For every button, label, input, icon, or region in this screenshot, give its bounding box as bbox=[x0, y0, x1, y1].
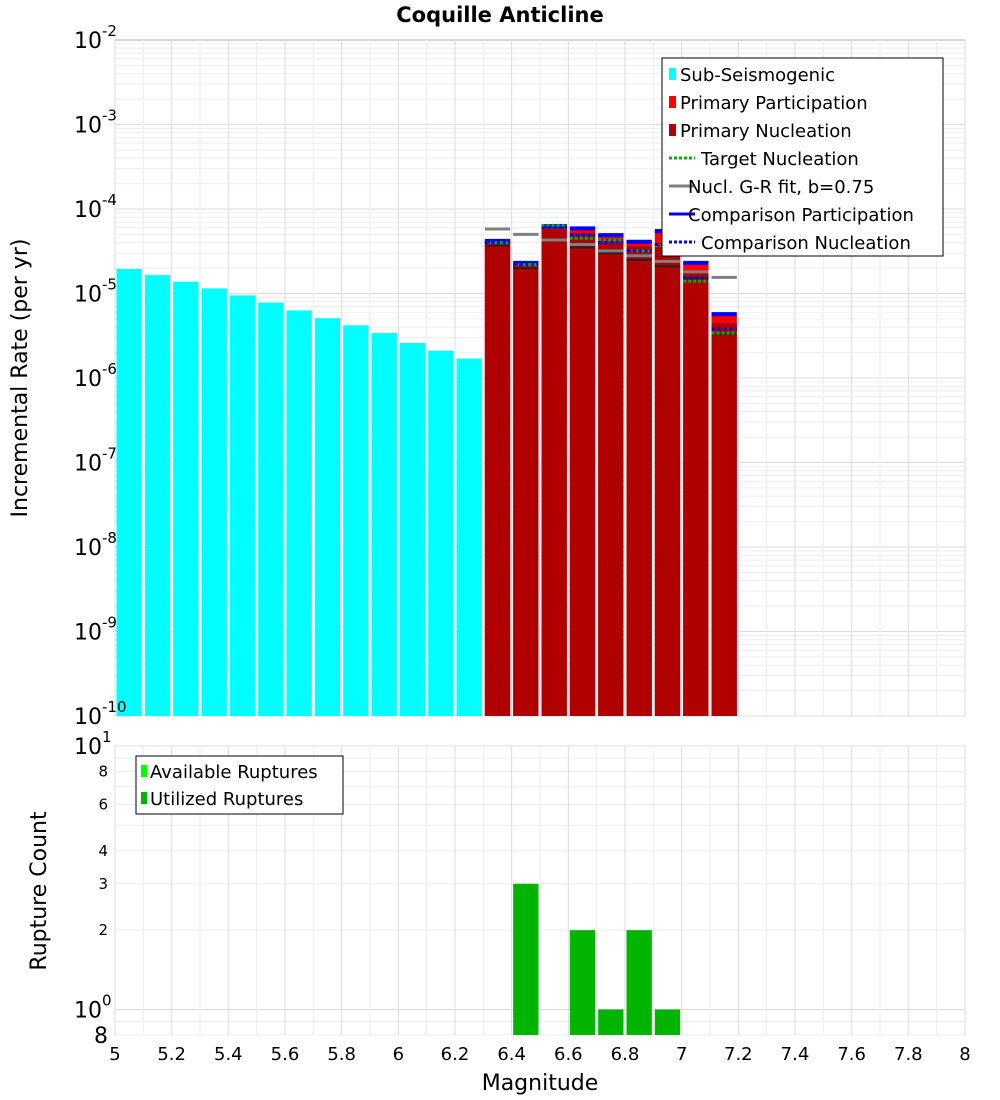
sub-seismogenic-bar bbox=[428, 350, 454, 716]
legend-label: Target Nucleation bbox=[700, 149, 859, 170]
y-tick-label: 10-2 bbox=[74, 22, 117, 54]
utilized-ruptures-bar bbox=[654, 1009, 681, 1035]
y-tick-label: 6 bbox=[98, 795, 108, 813]
legend-swatch bbox=[669, 68, 676, 80]
legend-swatch bbox=[141, 765, 147, 777]
legend-label: Comparison Nucleation bbox=[701, 233, 911, 254]
x-tick-label: 6.6 bbox=[554, 1044, 583, 1065]
top-y-axis-label: Incremental Rate (per yr) bbox=[8, 239, 33, 518]
legend-swatch bbox=[141, 792, 147, 804]
y-tick-label: 2 bbox=[98, 921, 108, 939]
x-tick-label: 6.4 bbox=[497, 1044, 526, 1065]
chart-title: Coquille Anticline bbox=[396, 3, 603, 27]
sub-seismogenic-bar bbox=[201, 288, 227, 716]
y-tick-label: 10-4 bbox=[74, 191, 117, 223]
legend-label: Primary Nucleation bbox=[680, 121, 852, 142]
x-tick-label: 7.4 bbox=[781, 1044, 810, 1065]
x-tick-labels: 5 5.2 5.4 5.6 5.8 6 6.2 6.4 6.6 6.8 7 7.2 7.4 7.6 7.8 8 bbox=[109, 1044, 970, 1065]
sub-seismogenic-bar bbox=[229, 295, 256, 716]
bottom-y-axis-label: Rupture Count bbox=[27, 811, 52, 971]
legend-box bbox=[661, 57, 944, 257]
y-tick-label: 4 bbox=[98, 842, 108, 860]
legend-label: Comparison Participation bbox=[688, 205, 914, 226]
y-tick-label: 10-9 bbox=[74, 614, 117, 646]
legend-box bbox=[135, 755, 344, 815]
x-tick-label: 5.4 bbox=[214, 1044, 243, 1065]
utilized-ruptures-bar bbox=[513, 883, 539, 1035]
x-tick-label: 5.8 bbox=[327, 1044, 356, 1065]
top-legend: Sub-Seismogenic Primary Participation Prim… bbox=[661, 57, 944, 257]
top-y-tick-labels: 10-2 10-3 10-4 10-5 10-6 10-7 10-8 10-9 10-10 bbox=[74, 22, 127, 730]
legend-label: Utilized Ruptures bbox=[150, 789, 303, 810]
legend-label: Primary Participation bbox=[680, 93, 868, 114]
legend-label: Available Ruptures bbox=[150, 762, 318, 783]
legend-label: Nucl. G-R fit, b=0.75 bbox=[688, 177, 874, 198]
y-tick-label: 10-7 bbox=[74, 445, 117, 477]
primary-nucleation-bar bbox=[626, 246, 652, 716]
sub-seismogenic-bar bbox=[456, 358, 482, 716]
primary-nucleation-bar bbox=[683, 270, 709, 716]
x-tick-label: 6.2 bbox=[441, 1044, 470, 1065]
primary-nucleation-bar bbox=[598, 239, 624, 717]
y-tick-label: 10-5 bbox=[74, 276, 117, 308]
primary-nucleation-bar bbox=[513, 266, 539, 716]
x-tick-label: 7.2 bbox=[724, 1044, 753, 1065]
sub-seismogenic-bar bbox=[371, 333, 397, 716]
legend-swatch bbox=[669, 124, 676, 136]
x-tick-label: 8 bbox=[959, 1044, 970, 1065]
bottom-bars bbox=[513, 883, 681, 1035]
sub-seismogenic-bar bbox=[258, 302, 284, 716]
y-tick-label: 10-3 bbox=[74, 107, 117, 139]
primary-nucleation-bar bbox=[541, 228, 567, 716]
sub-seismogenic-bar bbox=[144, 275, 171, 716]
x-tick-label: 5.2 bbox=[157, 1044, 186, 1065]
sub-seismogenic-bar bbox=[286, 310, 312, 716]
x-tick-label: 6 bbox=[393, 1044, 404, 1065]
x-tick-label: 7 bbox=[676, 1044, 687, 1065]
utilized-ruptures-bar bbox=[598, 1009, 624, 1035]
primary-nucleation-bar bbox=[484, 244, 511, 716]
x-tick-label: 7.8 bbox=[894, 1044, 923, 1065]
legend-label: Sub-Seismogenic bbox=[680, 65, 835, 86]
y-tick-label: 10-6 bbox=[74, 360, 117, 392]
y-tick-label: 100 bbox=[74, 991, 112, 1023]
bottom-legend: Available Ruptures Utilized Ruptures bbox=[135, 755, 344, 815]
sub-seismogenic-bar bbox=[314, 318, 341, 716]
y-tick-label: 101 bbox=[74, 728, 112, 760]
y-tick-label: 10-10 bbox=[74, 698, 127, 730]
primary-nucleation-bar bbox=[569, 232, 596, 716]
primary-nucleation-bar bbox=[654, 243, 681, 716]
legend-swatch bbox=[669, 96, 676, 108]
sub-seismogenic-bar bbox=[116, 268, 142, 716]
x-tick-label: 7.6 bbox=[837, 1044, 866, 1065]
y-tick-label: 8 bbox=[98, 763, 108, 781]
utilized-ruptures-bar bbox=[569, 930, 596, 1035]
top-bars bbox=[116, 225, 737, 717]
y-tick-label: 10-8 bbox=[74, 529, 117, 561]
x-tick-label: 5 bbox=[109, 1044, 120, 1065]
y-tick-label: 8 bbox=[94, 1024, 108, 1049]
sub-seismogenic-bar bbox=[173, 281, 199, 716]
top-lines bbox=[484, 223, 737, 336]
x-tick-label: 6.8 bbox=[611, 1044, 640, 1065]
primary-nucleation-bar bbox=[711, 322, 737, 716]
utilized-ruptures-bar bbox=[626, 930, 652, 1035]
sub-seismogenic-bar bbox=[399, 342, 426, 716]
x-tick-label: 5.6 bbox=[271, 1044, 300, 1065]
x-axis-label: Magnitude bbox=[482, 1071, 599, 1096]
y-tick-label: 3 bbox=[98, 875, 108, 893]
sub-seismogenic-bar bbox=[343, 325, 369, 716]
